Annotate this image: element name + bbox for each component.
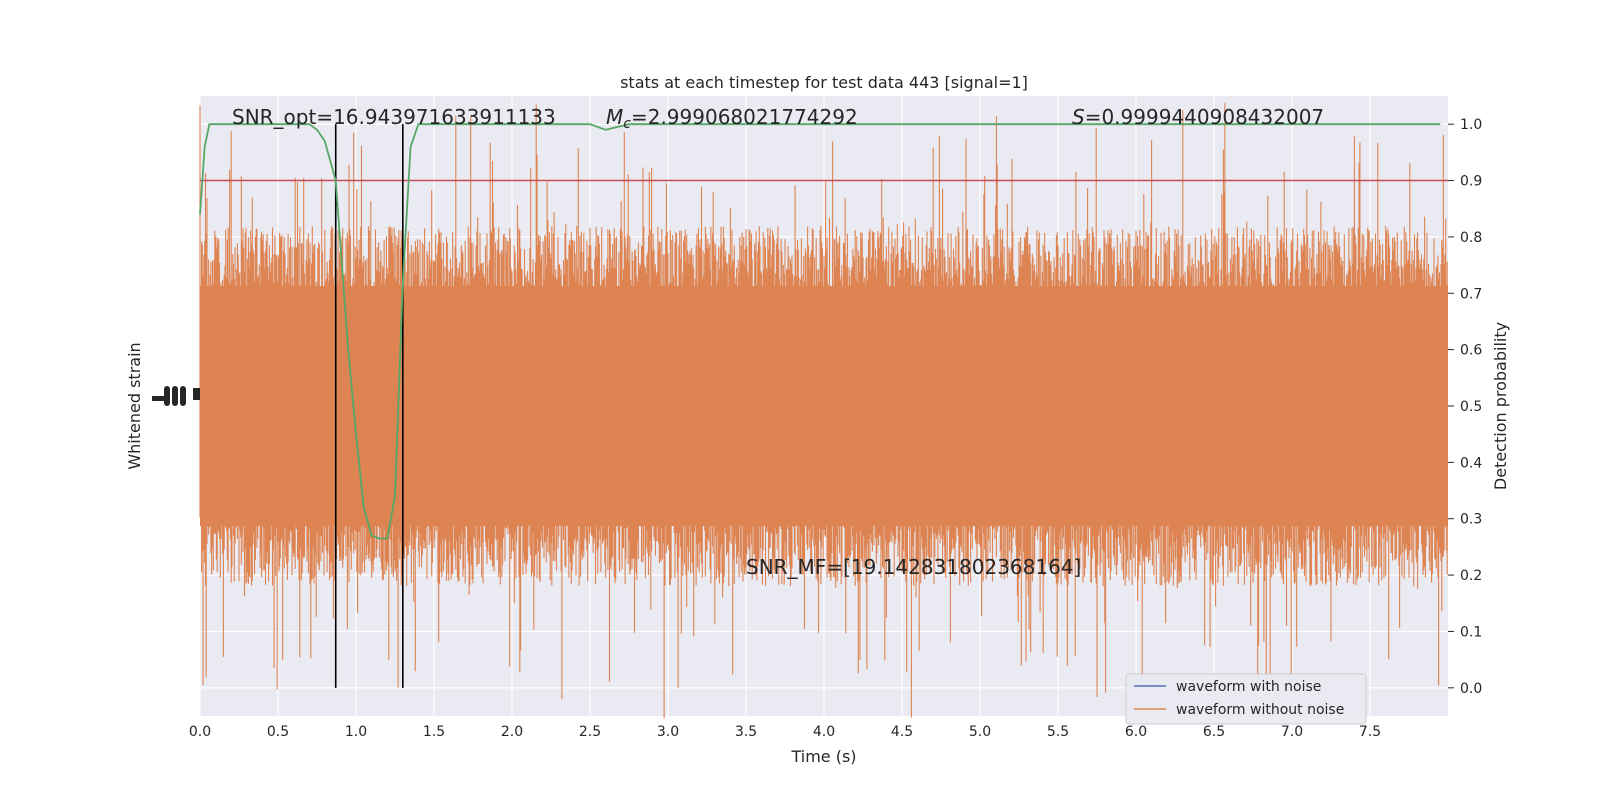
- x-tick-label: 1.5: [423, 724, 445, 740]
- detection-probability-line: [199, 123, 1441, 540]
- snr-opt-annotation: SNR_opt=16.943971633911133: [232, 105, 556, 129]
- legend-label-clean: waveform without noise: [1176, 702, 1344, 718]
- x-tick-label: 3.0: [657, 724, 679, 740]
- detection-window-lines: [334, 124, 404, 688]
- y-tick-label: 0.9: [1460, 174, 1482, 190]
- chirp-mass-annotation: Mc=2.999068021774292: [606, 105, 858, 132]
- chart-title: stats at each timestep for test data 443…: [620, 73, 1028, 92]
- strain-series: [199, 102, 1448, 719]
- s-symbol: S: [1072, 105, 1085, 129]
- detection-probability-series: [199, 123, 1441, 540]
- y-tick-label: 1.0: [1460, 117, 1482, 133]
- x-axis: 0.0 0.5 1.0 1.5 2.0 2.5 3.0 3.5 4.0 4.5 5.0 5.5 6.0 6…: [189, 724, 1381, 740]
- y-tick-label: 0.4: [1460, 455, 1482, 471]
- y-tick-label: 0.0: [1460, 681, 1482, 697]
- s-annotation: S=0.9999440908432007: [1072, 105, 1324, 129]
- y-tick-label: 0.5: [1460, 399, 1482, 415]
- snr-mf-annotation: SNR_MF=[19.142831802368164]: [746, 555, 1081, 579]
- x-tick-label: 0.0: [189, 724, 211, 740]
- chirp-mass-symbol: M: [606, 105, 623, 129]
- y-tick-label: 0.8: [1460, 230, 1482, 246]
- right-y-axis-label: Detection probability: [1491, 322, 1510, 490]
- strain-spikes: [199, 102, 1448, 719]
- x-tick-label: 3.5: [735, 724, 757, 740]
- x-tick-label: 2.5: [579, 724, 601, 740]
- y-tick-label: 0.1: [1460, 624, 1482, 640]
- x-tick-label: 6.0: [1125, 724, 1147, 740]
- legend-label-noise: waveform with noise: [1176, 679, 1321, 695]
- s-value: =0.9999440908432007: [1085, 105, 1324, 129]
- y-tick-label: 0.7: [1460, 286, 1482, 302]
- x-tick-label: 1.0: [345, 724, 367, 740]
- x-tick-label: 7.0: [1281, 724, 1303, 740]
- x-tick-label: 2.0: [501, 724, 523, 740]
- right-y-axis: 0.0 0.1 0.2 0.3 0.4 0.5 0.6 0.7 0.8 0.9 1.0: [1448, 117, 1482, 697]
- y-tick-label: 0.2: [1460, 568, 1482, 584]
- x-axis-label: Time (s): [790, 747, 856, 766]
- x-tick-label: 7.5: [1359, 724, 1381, 740]
- legend: waveform with noise waveform without noi…: [1125, 673, 1367, 725]
- x-tick-label: 0.5: [267, 724, 289, 740]
- x-tick-label: 6.5: [1203, 724, 1225, 740]
- y-tick-label: 0.3: [1460, 512, 1482, 528]
- y-tick-label: 0.6: [1460, 343, 1482, 359]
- x-tick-label: 5.5: [1047, 724, 1069, 740]
- left-y-axis-label: Whitened strain: [125, 342, 144, 469]
- x-tick-label: 5.0: [969, 724, 991, 740]
- chirp-mass-value: =2.999068021774292: [631, 105, 858, 129]
- left-y-tick-cluster: [152, 386, 200, 406]
- chirp-mass-subscript: c: [623, 116, 631, 132]
- legend-box: [1125, 673, 1367, 725]
- x-tick-label: 4.0: [813, 724, 835, 740]
- x-tick-label: 4.5: [891, 724, 913, 740]
